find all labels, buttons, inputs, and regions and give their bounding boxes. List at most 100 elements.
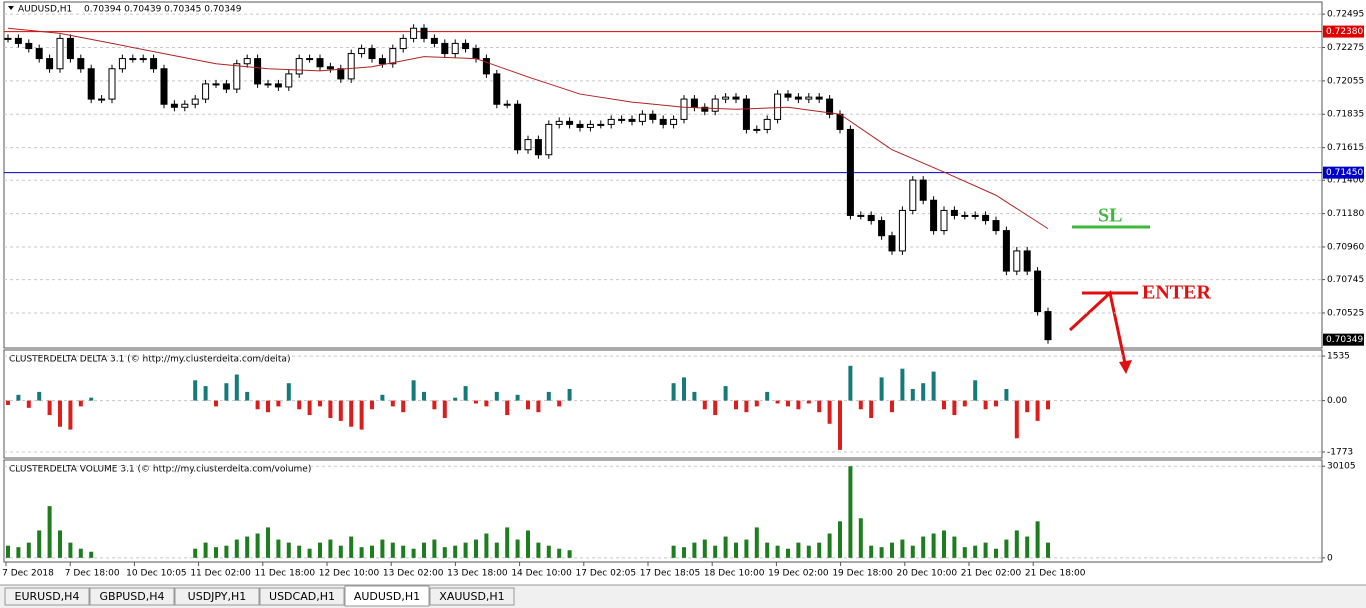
volume-bar <box>89 551 94 558</box>
tick-label: 0.71180 <box>1327 209 1364 219</box>
tab-label[interactable]: XAUUSD,H1 <box>439 590 504 603</box>
tick-label: -1773 <box>1327 447 1353 457</box>
volume-bar <box>422 542 426 558</box>
volume-bar <box>16 547 21 558</box>
volume-bar <box>994 548 998 558</box>
delta-bar <box>6 400 10 405</box>
volume-bar <box>973 545 978 558</box>
level-label: 0.70349 <box>1326 335 1363 345</box>
delta-bar <box>765 391 770 401</box>
tab[interactable] <box>344 585 430 607</box>
candle <box>586 123 594 128</box>
tab[interactable] <box>174 587 260 606</box>
tick-label: 1535 <box>1327 352 1350 362</box>
tick-label: 30105 <box>1327 462 1356 472</box>
tab[interactable] <box>89 587 175 606</box>
candle <box>326 66 334 70</box>
volume-bar <box>442 547 447 558</box>
menu-arrow[interactable] <box>8 6 14 10</box>
volume-bar <box>505 527 510 558</box>
delta-bar <box>890 400 894 413</box>
candle <box>25 42 33 50</box>
candle <box>826 98 834 115</box>
candle <box>222 83 230 90</box>
candle <box>212 83 220 86</box>
candle <box>1002 230 1010 272</box>
volume-bar <box>474 539 478 558</box>
tab-label[interactable]: USDCAD,H1 <box>269 590 335 603</box>
delta-bar <box>307 400 312 416</box>
delta-bar <box>869 400 874 418</box>
candle <box>763 118 771 130</box>
candle <box>202 83 210 100</box>
candle <box>576 123 584 128</box>
volume-bar <box>58 530 62 558</box>
volume-bar <box>328 539 333 558</box>
candle <box>243 58 251 65</box>
volume-bar <box>26 542 31 558</box>
delta-bar <box>380 394 385 401</box>
delta-bar <box>692 391 697 401</box>
delta-bar <box>536 400 541 413</box>
candle <box>555 120 563 125</box>
volume-bar <box>858 518 863 558</box>
time-label: 21 Dec 18:00 <box>1025 569 1086 579</box>
volume-bar <box>390 542 395 558</box>
delta-bar <box>214 400 218 407</box>
delta-bar <box>786 400 790 407</box>
candle <box>191 98 199 105</box>
volume-bar <box>775 545 780 558</box>
delta-bar <box>422 391 426 401</box>
tab-label[interactable]: USDJPY,H1 <box>188 590 247 603</box>
tick-label: 0.00 <box>1327 396 1347 406</box>
volume-bar <box>286 542 291 558</box>
volume-bar <box>255 533 260 558</box>
delta-bar <box>754 400 759 407</box>
candle <box>295 58 303 75</box>
candle <box>389 48 397 65</box>
candle <box>337 68 345 80</box>
tab[interactable] <box>4 587 90 606</box>
delta-bar <box>505 400 510 416</box>
delta-bar <box>411 380 416 401</box>
delta-bar <box>744 400 749 413</box>
delta-bar <box>297 400 302 410</box>
volume-bar <box>754 527 759 558</box>
candle <box>930 199 938 232</box>
time-label: 13 Dec 18:00 <box>447 569 508 579</box>
tick-label: 0.72495 <box>1327 10 1364 20</box>
candle <box>1013 250 1021 272</box>
delta-bar <box>224 383 229 401</box>
tab-label[interactable]: AUDUSD,H1 <box>354 590 420 603</box>
tab-label[interactable]: GBPUSD,H4 <box>100 590 165 603</box>
candle <box>878 220 886 237</box>
tab[interactable] <box>259 587 345 606</box>
delta-bar <box>858 400 863 410</box>
delta-bar <box>848 365 853 401</box>
candle <box>649 113 657 120</box>
volume-bar <box>879 547 884 558</box>
delta-bar <box>702 400 707 410</box>
tab-label[interactable]: EURUSD,H4 <box>15 590 80 603</box>
volume-bar <box>297 545 302 558</box>
volume-bar <box>827 533 832 558</box>
volume-bar <box>931 533 936 558</box>
delta-bar <box>390 400 395 407</box>
volume-bar <box>401 545 406 558</box>
volume-bar <box>307 548 312 558</box>
volume-bar <box>78 548 83 558</box>
delta-bar <box>879 377 884 401</box>
volume-bar <box>557 548 562 558</box>
tab[interactable] <box>429 587 515 606</box>
candle <box>181 103 189 108</box>
tick-label: 0.71835 <box>1327 110 1364 120</box>
volume-bar <box>692 542 697 558</box>
delta-bar <box>318 400 322 407</box>
time-label: 19 Dec 02:00 <box>768 569 829 579</box>
candle <box>628 118 636 122</box>
delta-bar <box>266 400 270 413</box>
candle <box>618 118 626 121</box>
candle <box>919 179 927 201</box>
volume-bar <box>671 545 676 558</box>
delta-bar <box>78 400 83 407</box>
